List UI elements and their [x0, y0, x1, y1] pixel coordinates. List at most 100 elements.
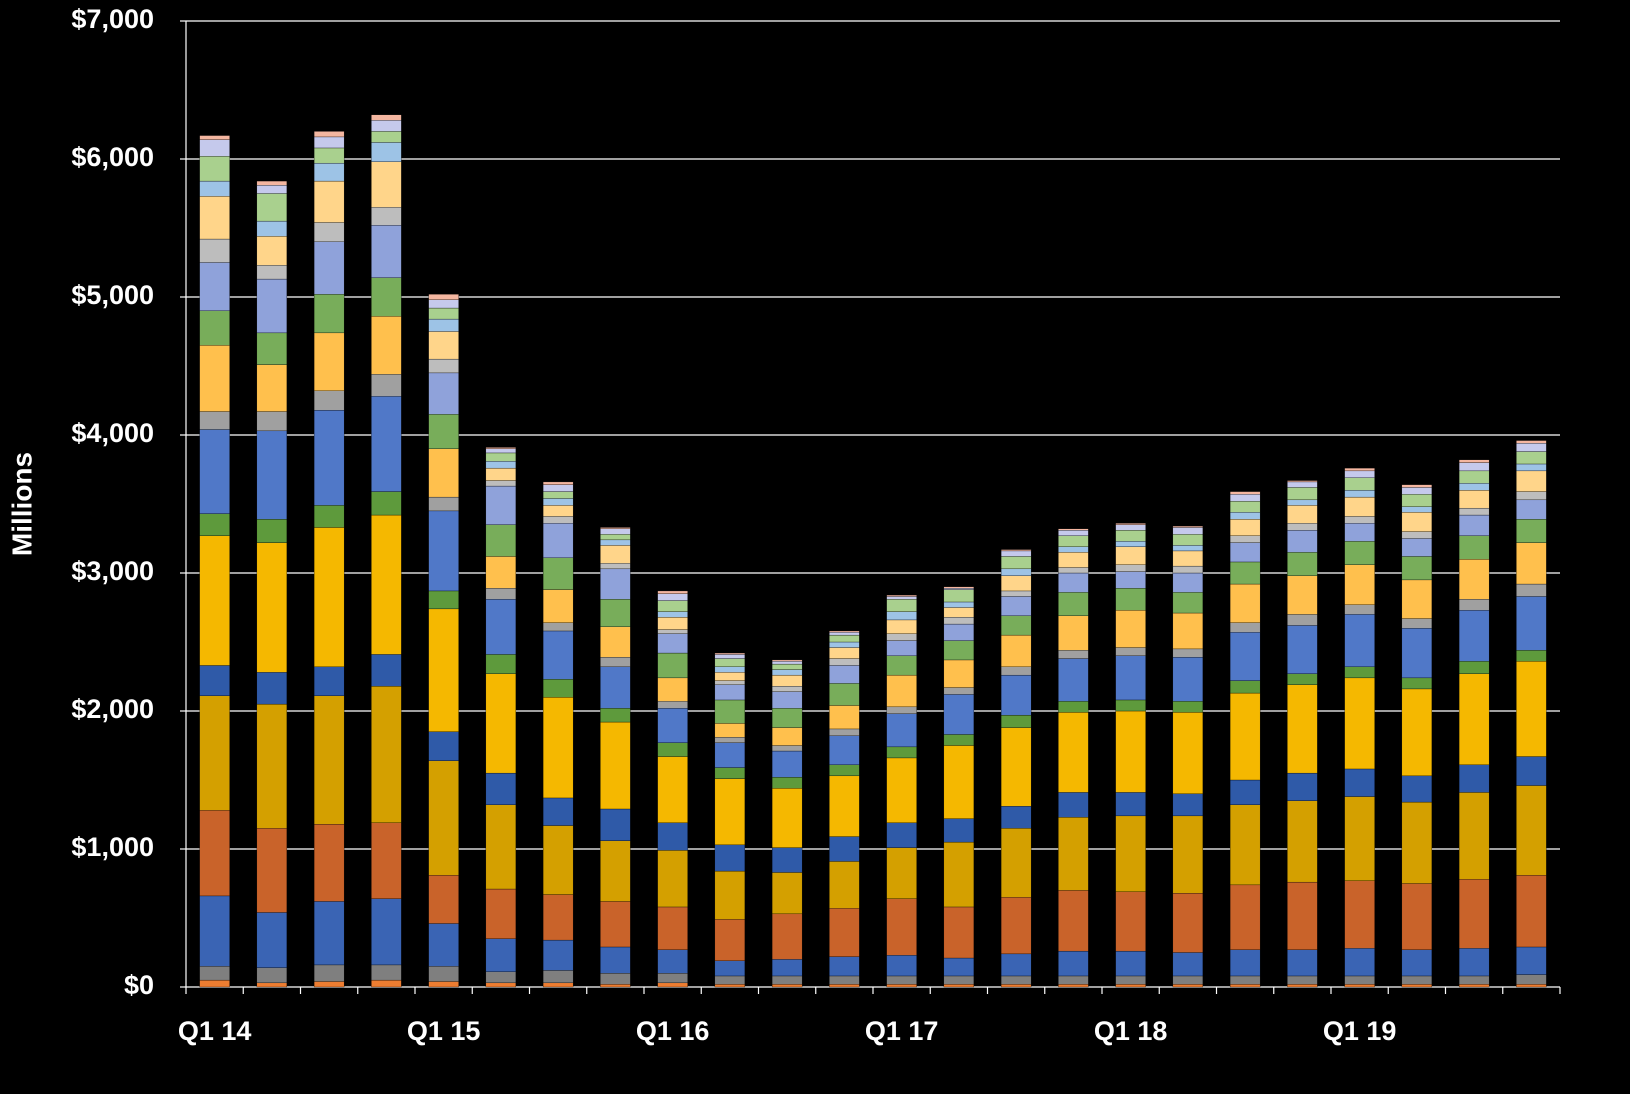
bar-segment [485, 447, 517, 449]
bar-segment [771, 788, 803, 848]
bar-segment [1458, 483, 1490, 491]
bar-segment [1115, 975, 1146, 985]
bar-segment [771, 872, 803, 915]
bar-segment [1287, 499, 1318, 506]
bar-segment [1401, 579, 1433, 619]
bar-segment [428, 307, 459, 320]
bar-segment [886, 975, 917, 985]
bar-segment [1000, 556, 1032, 570]
page: {"chart_data":{"type":"stacked_bar","y_l… [6, 4, 1561, 1047]
bar-segment [1344, 614, 1375, 667]
bar-segment [1344, 470, 1375, 478]
bar-segment [1458, 490, 1490, 509]
bar-segment [657, 850, 688, 908]
bar-segment [542, 589, 574, 623]
bar-segment [1172, 893, 1204, 953]
bar-segment [1229, 535, 1261, 543]
bar-segment [1401, 949, 1433, 977]
bar-segment [714, 654, 746, 659]
bar-segment [943, 617, 975, 625]
bar-segment [1344, 880, 1375, 949]
bar-segment [313, 294, 345, 334]
bar-segment [829, 665, 860, 684]
bar-segment [829, 956, 860, 977]
bar-segment [199, 139, 230, 157]
bar-segment [199, 810, 230, 897]
bar-segment [1000, 615, 1032, 636]
bar-segment [600, 534, 631, 541]
bar-segment [1458, 535, 1490, 560]
bar-segment [829, 836, 860, 862]
bar-segment [1172, 565, 1204, 574]
bar-segment [485, 448, 517, 454]
bar-segment [1229, 884, 1261, 950]
bar-segment [256, 180, 288, 186]
bar-segment [199, 262, 230, 311]
bar-segment [829, 728, 860, 736]
bar-segment [1000, 549, 1032, 552]
y-axis-label: Millions [6, 452, 37, 556]
bar-segment [600, 527, 631, 529]
bar-segment [542, 622, 574, 632]
bar-segment [1115, 891, 1146, 952]
y-tick-label: $6,000 [71, 142, 154, 172]
bar-segment [313, 695, 345, 825]
bar-segment [1344, 984, 1375, 988]
bar-segment [1172, 527, 1204, 535]
x-tick-label: Q1 17 [865, 1016, 939, 1046]
bar-segment [771, 686, 803, 692]
bar-segment [1172, 534, 1204, 546]
bar-segment [1344, 516, 1375, 524]
bar-segment [1401, 531, 1433, 539]
bar-segment [714, 767, 746, 779]
bar-segment [829, 634, 860, 643]
bar-segment [829, 984, 860, 988]
bar-segment [1287, 481, 1318, 488]
bar-segment [1458, 792, 1490, 880]
bar-segment [1516, 583, 1547, 597]
bar-segment [771, 777, 803, 789]
bar-segment [1229, 561, 1261, 585]
bar-segment [1287, 614, 1318, 626]
bar-segment [371, 120, 402, 132]
bar-segment [485, 673, 517, 774]
bar-segment [657, 742, 688, 757]
bar-segment [600, 666, 631, 709]
bar-segment [943, 687, 975, 695]
bar-segment [1229, 501, 1261, 513]
bar-segment [371, 898, 402, 966]
bar-segment [1401, 801, 1433, 884]
bar-segment [256, 220, 288, 237]
bar-segment [371, 131, 402, 143]
bar-segment [313, 410, 345, 506]
bar-segment [485, 524, 517, 557]
bar-segment [371, 142, 402, 162]
bar-segment [771, 975, 803, 985]
bar-segment [1516, 596, 1547, 651]
bar-segment [485, 485, 517, 525]
bar-segment [313, 901, 345, 966]
bar-segment [1287, 684, 1318, 774]
bar-segment [1401, 556, 1433, 581]
bar-segment [428, 448, 459, 498]
bar-segment [1115, 610, 1146, 648]
bar-segment [1229, 583, 1261, 623]
bar-segment [886, 594, 917, 597]
bar-segment [1058, 535, 1089, 547]
bar-segment [1458, 599, 1490, 611]
bar-segment [1172, 952, 1204, 977]
bar-segment [1458, 610, 1490, 662]
bar-segment [1401, 487, 1433, 495]
bar-segment [657, 701, 688, 709]
bar-segment [1458, 559, 1490, 600]
x-tick-label: Q1 14 [178, 1016, 252, 1046]
bar-segment [542, 982, 574, 988]
x-tick-label: Q1 18 [1094, 1016, 1168, 1046]
bar-segment [1115, 546, 1146, 565]
bar-segment [428, 590, 459, 610]
bar-segment [1287, 575, 1318, 615]
bar-segment [371, 316, 402, 375]
bar-segment [1344, 796, 1375, 881]
bar-segment [886, 847, 917, 899]
bar-segment [542, 797, 574, 826]
